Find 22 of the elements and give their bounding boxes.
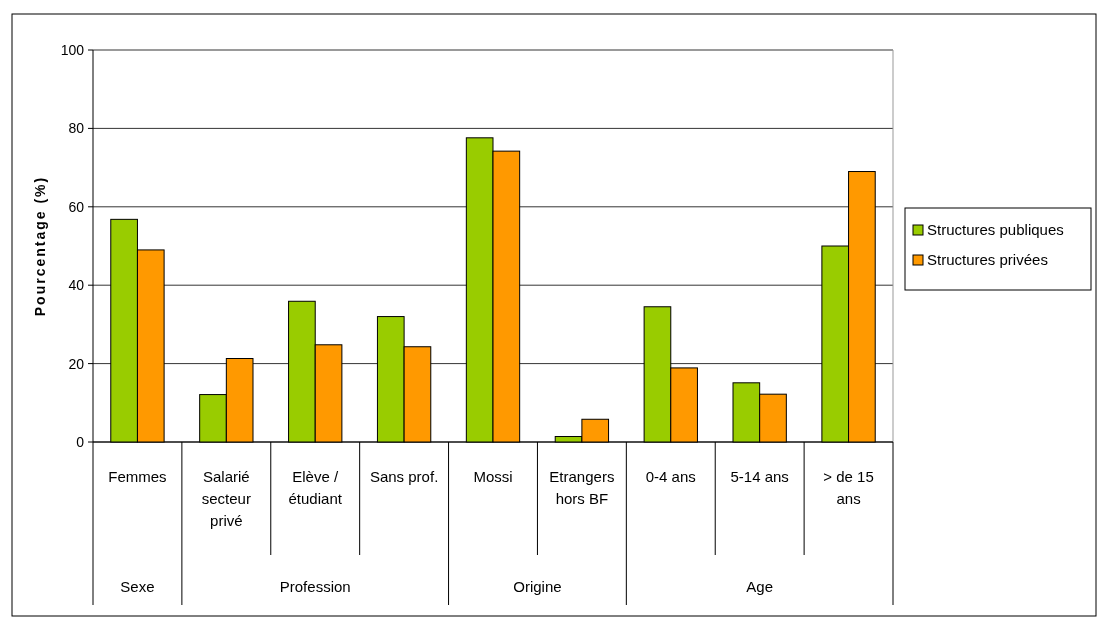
y-tick-label: 40 bbox=[68, 277, 85, 294]
y-axis-title: Pourcentage (%) bbox=[32, 175, 48, 317]
x-tick-label: > de 15 ans bbox=[823, 468, 874, 507]
text: Age bbox=[746, 578, 774, 595]
x-tick-label: Femmes bbox=[108, 468, 167, 485]
text: Profession bbox=[279, 578, 351, 595]
text: Sexe bbox=[120, 578, 155, 595]
x-tick-label: Salarié secteur privé bbox=[201, 468, 251, 529]
x-tick-label: Mossi bbox=[473, 468, 513, 485]
legend-label: Structures privées bbox=[927, 251, 1048, 269]
y-tick-label: 20 bbox=[68, 355, 85, 372]
x-tick-label: Etrangers hors BF bbox=[549, 468, 615, 507]
y-tick-label: 100 bbox=[60, 41, 85, 58]
y-tick-label: 0 bbox=[76, 433, 85, 450]
y-tick-label: 80 bbox=[68, 120, 85, 137]
text: Origine bbox=[513, 578, 562, 595]
y-tick-label: 60 bbox=[68, 198, 85, 215]
legend-label: Structures publiques bbox=[927, 221, 1064, 239]
x-tick-label: 0-4 ans bbox=[645, 468, 696, 485]
x-tick-label: 5-14 ans bbox=[730, 468, 789, 485]
x-tick-label: Sans prof. bbox=[369, 468, 439, 485]
x-tick-label: Elève / étudiant bbox=[288, 468, 343, 507]
